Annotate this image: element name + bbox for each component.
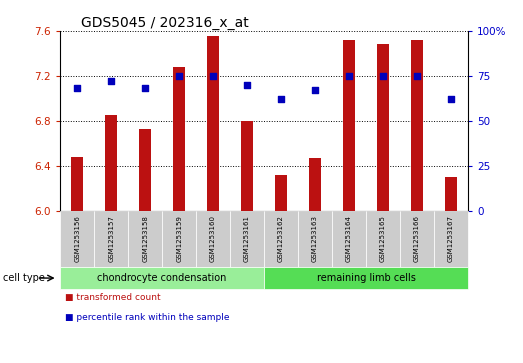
Bar: [173, 67, 185, 211]
Text: GSM1253158: GSM1253158: [142, 215, 148, 262]
Text: GDS5045 / 202316_x_at: GDS5045 / 202316_x_at: [81, 16, 248, 30]
Text: GSM1253164: GSM1253164: [346, 215, 352, 262]
Point: [243, 82, 252, 87]
Point: [311, 87, 320, 93]
Point: [107, 78, 116, 84]
Text: GSM1253162: GSM1253162: [278, 215, 284, 262]
Text: cell type: cell type: [3, 273, 44, 283]
Text: GSM1253159: GSM1253159: [176, 215, 182, 262]
Bar: [377, 44, 389, 211]
Bar: [139, 129, 151, 211]
Text: GSM1253156: GSM1253156: [74, 215, 80, 262]
Text: GSM1253157: GSM1253157: [108, 215, 114, 262]
Text: chondrocyte condensation: chondrocyte condensation: [97, 273, 227, 283]
Point: [345, 73, 354, 79]
Text: ■ percentile rank within the sample: ■ percentile rank within the sample: [65, 313, 230, 322]
Point: [175, 73, 184, 79]
Point: [277, 96, 286, 102]
Bar: [71, 156, 83, 211]
Bar: [207, 36, 219, 211]
Point: [447, 96, 456, 102]
Bar: [275, 175, 287, 211]
Point: [209, 73, 218, 79]
Text: GSM1253167: GSM1253167: [448, 215, 454, 262]
Point: [379, 73, 388, 79]
Bar: [411, 40, 423, 211]
Text: remaining limb cells: remaining limb cells: [316, 273, 416, 283]
Text: GSM1253166: GSM1253166: [414, 215, 420, 262]
Text: GSM1253160: GSM1253160: [210, 215, 216, 262]
Bar: [343, 40, 355, 211]
Bar: [241, 121, 253, 211]
Text: GSM1253163: GSM1253163: [312, 215, 318, 262]
Bar: [105, 115, 117, 211]
Text: ■ transformed count: ■ transformed count: [65, 293, 161, 302]
Text: GSM1253165: GSM1253165: [380, 215, 386, 262]
Bar: [445, 177, 457, 211]
Point: [141, 85, 150, 91]
Point: [73, 85, 82, 91]
Text: GSM1253161: GSM1253161: [244, 215, 250, 262]
Bar: [309, 158, 321, 211]
Point: [413, 73, 422, 79]
